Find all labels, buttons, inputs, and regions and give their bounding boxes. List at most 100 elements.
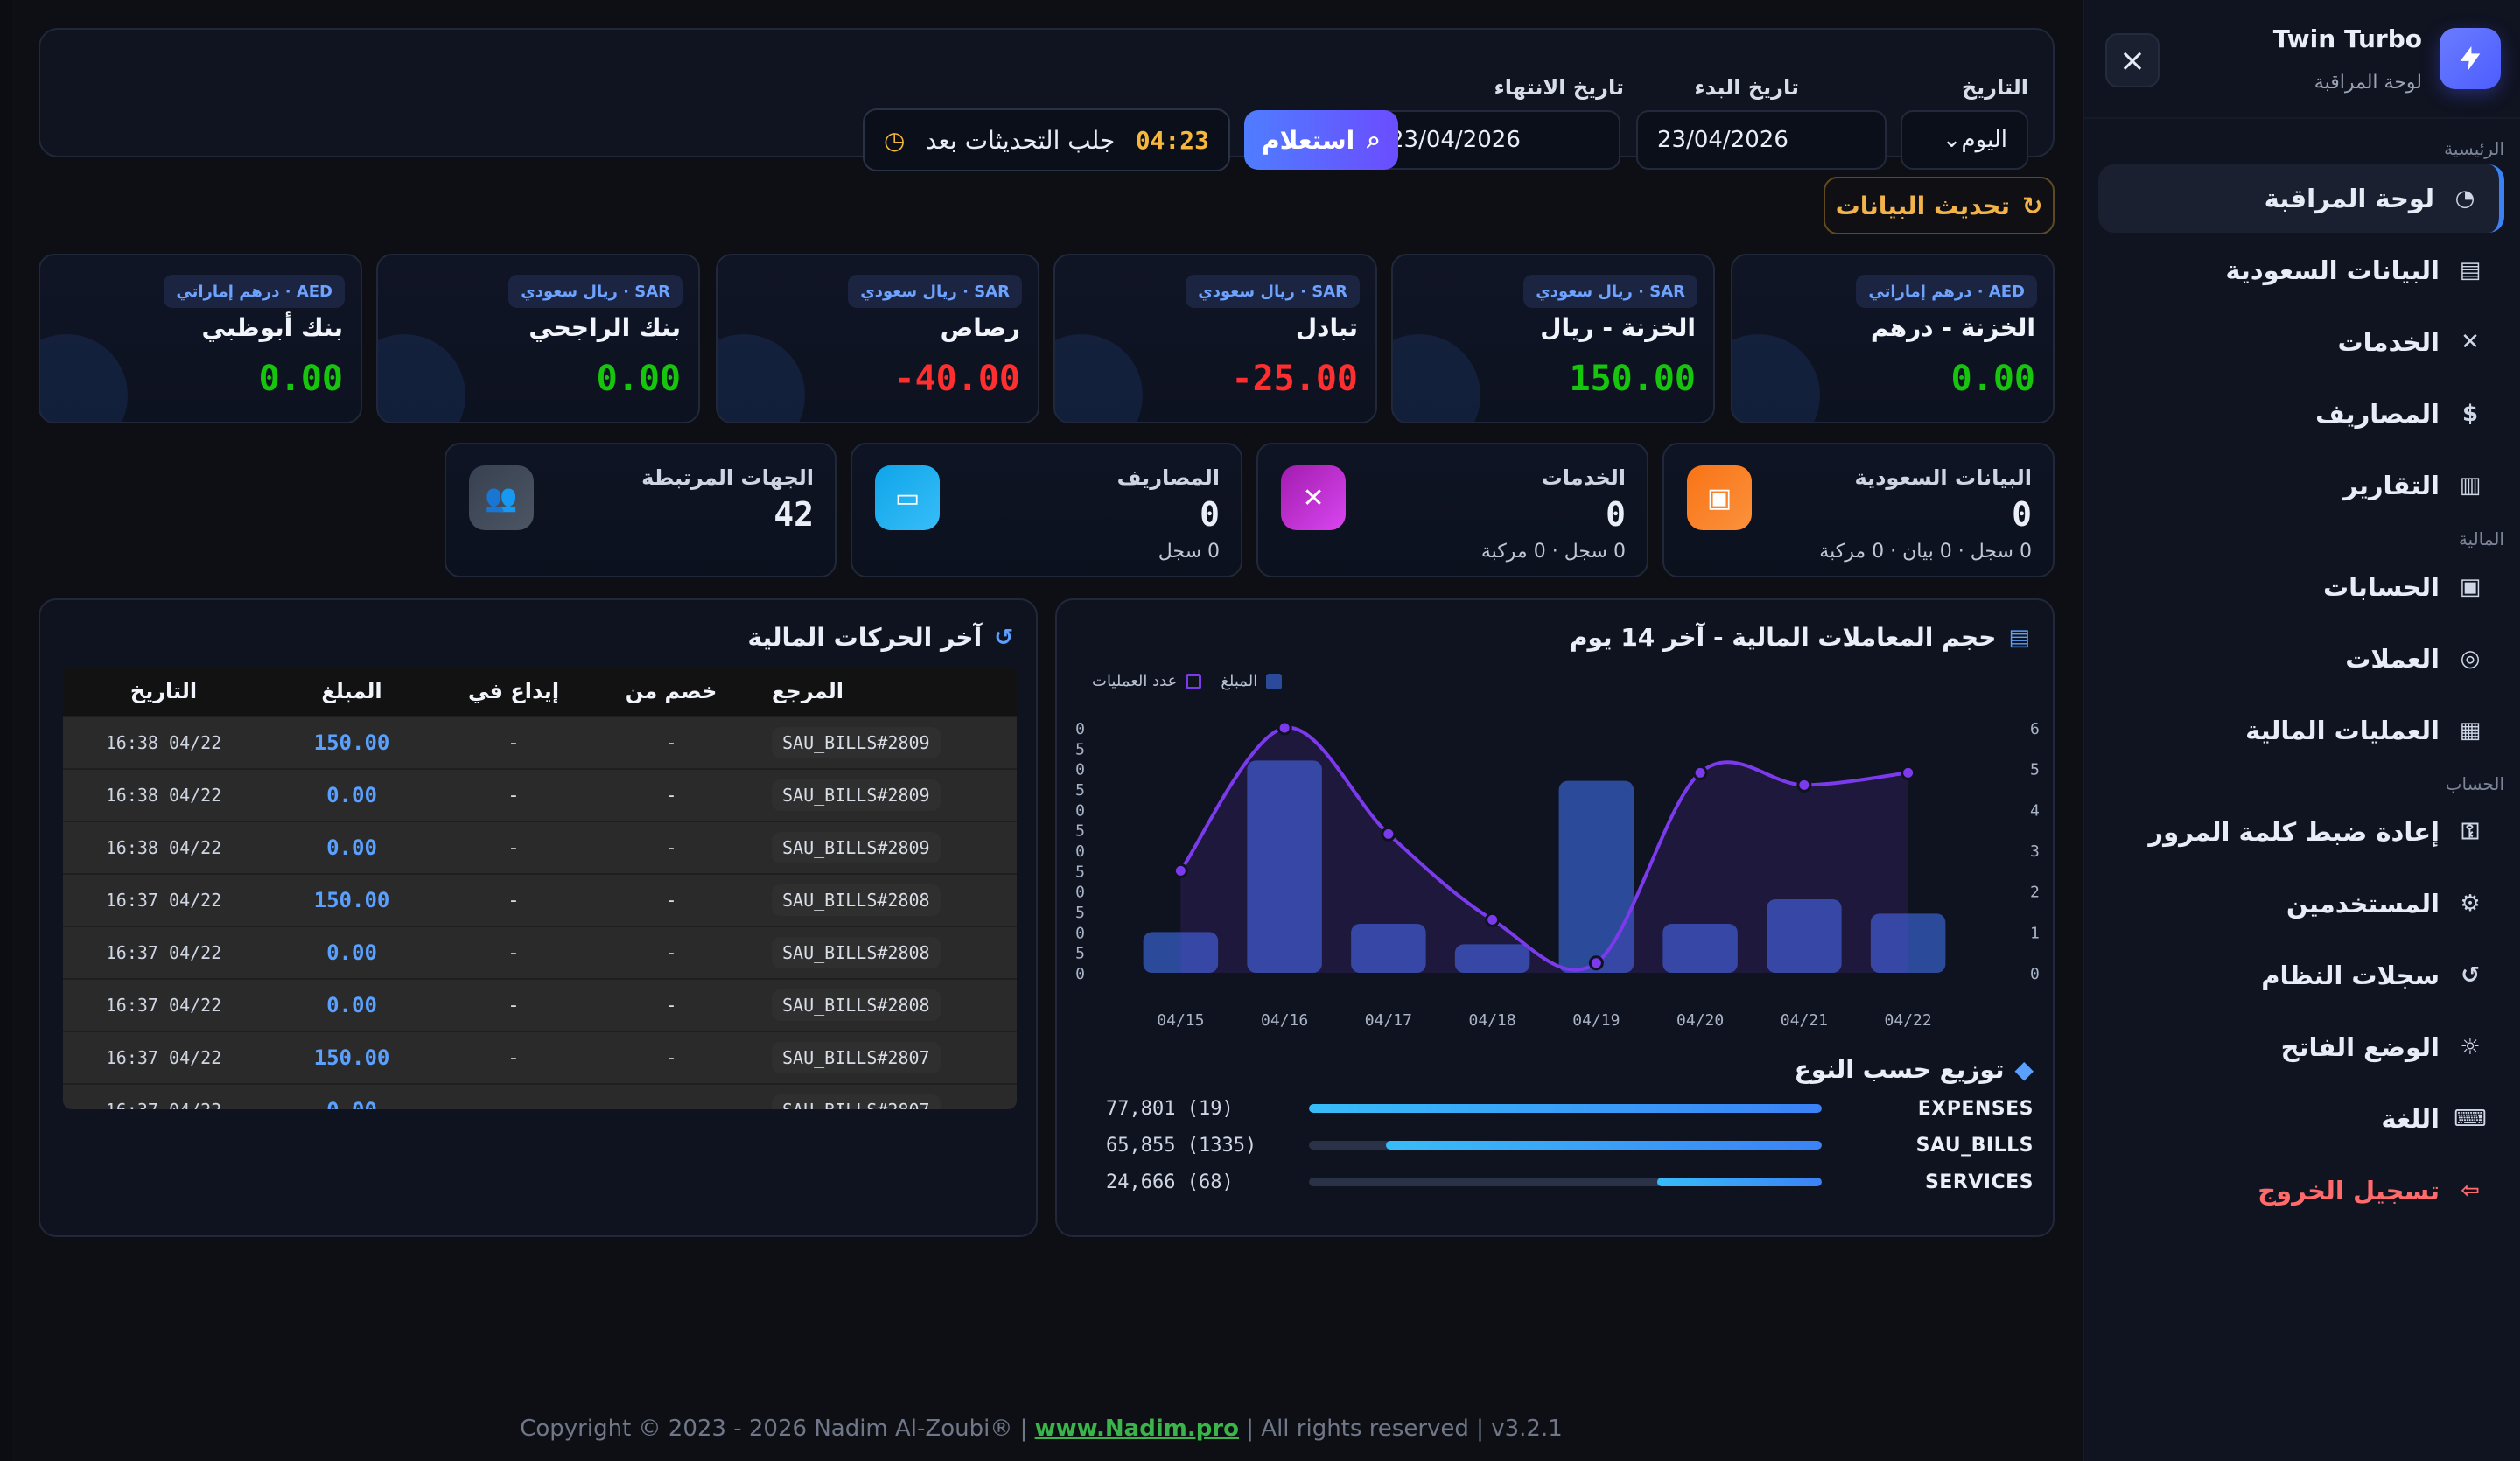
layers-icon: ◆ — [2014, 1055, 2034, 1084]
search-icon: ⌕ — [1367, 125, 1381, 154]
distribution-fill — [1309, 1104, 1822, 1113]
ref-pill: SAU_BILLS#2809 — [772, 779, 941, 811]
cell-amount: 0.00 — [264, 1098, 439, 1109]
stat-value: 0 — [1606, 495, 1626, 534]
legend-amount-label: المبلغ — [1221, 672, 1258, 690]
cell-amount: 0.00 — [264, 940, 439, 965]
y-right-tick-label: 25 — [1076, 945, 1085, 963]
currency-badge: SAR · ريال سعودي — [1186, 275, 1360, 308]
y-right-tick-label: 275 — [1076, 740, 1085, 758]
history-icon: ↺ — [994, 624, 1013, 651]
cell-credit: - — [439, 1100, 588, 1110]
cell-debit: - — [668, 1046, 675, 1069]
y-left-tick-label: 20,000 — [2030, 884, 2039, 902]
date-text: 04/22 16:37 — [105, 942, 222, 963]
y-left-tick-label: 50,000 — [2030, 761, 2039, 779]
sidebar-item-users[interactable]: ⚙ المستخدمين — [2098, 870, 2504, 938]
sidebar-item-financial-ops[interactable]: ▦ العمليات المالية — [2098, 696, 2504, 765]
start-date-label: تاريخ البدء — [1694, 75, 1799, 100]
currency-badge: AED · درهم إماراتي — [1856, 275, 2037, 308]
sidebar-item-services[interactable]: ✕ الخدمات — [2098, 308, 2504, 376]
cell-credit: - — [510, 731, 517, 754]
sidebar-item-language[interactable]: ⌨ اللغة — [2098, 1085, 2504, 1153]
sidebar-item-label: العمليات المالية — [2245, 716, 2440, 745]
cell-amount: 0.00 — [264, 835, 439, 860]
y-left-tick-label: 0 — [2030, 965, 2039, 983]
tools-icon: ✕ — [1281, 465, 1346, 530]
table-row: SAU_BILLS#2808 - - 150.00 04/22 16:37 — [63, 873, 1017, 926]
users-icon: ⚙ — [2460, 891, 2481, 917]
x-tick-label: 04/17 — [1365, 1011, 1412, 1030]
auto-refresh-countdown: 04:23 جلب التحديثات بعد ◷ — [863, 108, 1230, 171]
table-row: SAU_BILLS#2807 - - 150.00 04/22 16:37 — [63, 1031, 1017, 1083]
cell-ref: SAU_BILLS#2807 — [754, 1042, 1017, 1073]
sidebar-item-accounts[interactable]: ▣ الحسابات — [2098, 553, 2504, 621]
y-left-tick-label: 10,000 — [2030, 924, 2039, 942]
ref-pill: SAU_BILLS#2808 — [772, 884, 941, 916]
bar-mark — [1870, 913, 1946, 973]
date-text: 04/22 16:38 — [105, 732, 222, 753]
table-row: SAU_BILLS#2807 -- 0.00 04/22 16:37 — [63, 1083, 1017, 1109]
brand-title: Twin Turbo — [2272, 24, 2422, 53]
stat-title: البيانات السعودية — [1854, 465, 2032, 490]
bar-mark — [1247, 760, 1322, 973]
line-point — [1381, 826, 1396, 842]
x-tick-label: 04/22 — [1885, 1011, 1932, 1030]
cell-date: 04/22 16:37 — [63, 995, 264, 1016]
transactions-title: آخر الحركات المالية — [747, 623, 983, 652]
balance-title: رصاص — [940, 313, 1020, 342]
currency-badge: AED · درهم إماراتي — [164, 275, 345, 308]
start-date-input[interactable]: 23/04/2026 — [1636, 110, 1886, 170]
query-button[interactable]: ⌕ استعلام — [1244, 110, 1398, 170]
tools-icon: ✕ — [2460, 329, 2480, 355]
document-icon: ▣ — [1687, 465, 1752, 530]
distribution-bar — [1309, 1104, 1822, 1113]
line-point — [1485, 912, 1501, 927]
sidebar-item-reset-password[interactable]: ⚿ إعادة ضبط كلمة المرور — [2098, 798, 2504, 866]
cell-ref: SAU_BILLS#2809 — [754, 832, 1017, 863]
balance-title: بنك الراجحي — [528, 313, 681, 342]
balance-card: SAR · ريال سعودي رصاص 40.00- — [716, 254, 1040, 423]
refresh-data-button[interactable]: ↻ تحديث البيانات — [1824, 177, 2054, 234]
cell-credit: - — [510, 1046, 517, 1069]
distribution: ◆ توزيع حسب النوع EXPENSES (19) 77,801 S… — [1076, 1055, 2039, 1230]
cell-ref: SAU_BILLS#2809 — [754, 779, 1017, 811]
bar-mark — [1767, 899, 1842, 973]
sidebar-item-dashboard[interactable]: ◔ لوحة المراقبة — [2098, 164, 2504, 233]
cell-date: 04/22 16:37 — [63, 890, 264, 911]
refresh-icon: ↻ — [2021, 191, 2043, 220]
line-area — [1180, 727, 1908, 973]
cell-date: 04/22 16:38 — [63, 785, 264, 806]
stat-value: 0 — [2012, 495, 2032, 534]
sun-icon: ☼ — [2460, 1034, 2481, 1060]
sidebar-item-logout[interactable]: ⇦ تسجيل الخروج — [2098, 1157, 2504, 1225]
sidebar-item-label: إعادة ضبط كلمة المرور — [2148, 817, 2440, 847]
sidebar-item-expenses[interactable]: $ المصاريف — [2098, 380, 2504, 448]
cell-debit: - — [668, 889, 675, 912]
date-select-value: اليوم — [1961, 127, 2007, 153]
section-account-label: الحساب — [2445, 773, 2504, 794]
x-tick-label: 04/20 — [1676, 1011, 1724, 1030]
end-date-input[interactable]: 23/04/2026 — [1368, 110, 1620, 170]
date-select[interactable]: اليوم ⌄ — [1900, 110, 2028, 170]
ref-pill: SAU_BILLS#2807 — [772, 1094, 941, 1109]
brand-logo — [2440, 28, 2501, 89]
y-left-tick-label: 60,000 — [2030, 720, 2039, 738]
distribution-label: SERVICES — [1924, 1171, 2034, 1193]
close-sidebar-button[interactable]: × — [2105, 33, 2160, 87]
table-row: SAU_BILLS#2808 - - 0.00 04/22 16:37 — [63, 978, 1017, 1031]
table-row: SAU_BILLS#2809 - - 0.00 04/22 16:38 — [63, 821, 1017, 873]
sidebar-item-currencies[interactable]: ◎ العملات — [2098, 625, 2504, 693]
sidebar-item-saudi-data[interactable]: ▤ البيانات السعودية — [2098, 236, 2504, 304]
distribution-bar — [1309, 1141, 1822, 1150]
wallet-icon: ▣ — [2459, 574, 2482, 600]
main-content: التاريخ اليوم ⌄ تاريخ البدء 23/04/2026 ت… — [0, 0, 2082, 1461]
footer-link[interactable]: www.Nadim.pro — [1034, 1416, 1239, 1442]
cell-credit: - — [510, 784, 517, 807]
sidebar-item-light-mode[interactable]: ☼ الوضع الفاتح — [2098, 1013, 2504, 1081]
cell-credit: - — [510, 941, 517, 964]
cell-ref: SAU_BILLS#2807 — [754, 1094, 1017, 1109]
sidebar-item-system-logs[interactable]: ↺ سجلات النظام — [2098, 941, 2504, 1010]
cell-amount: 150.00 — [264, 1045, 439, 1070]
sidebar-item-reports[interactable]: ▥ التقارير — [2098, 451, 2504, 520]
